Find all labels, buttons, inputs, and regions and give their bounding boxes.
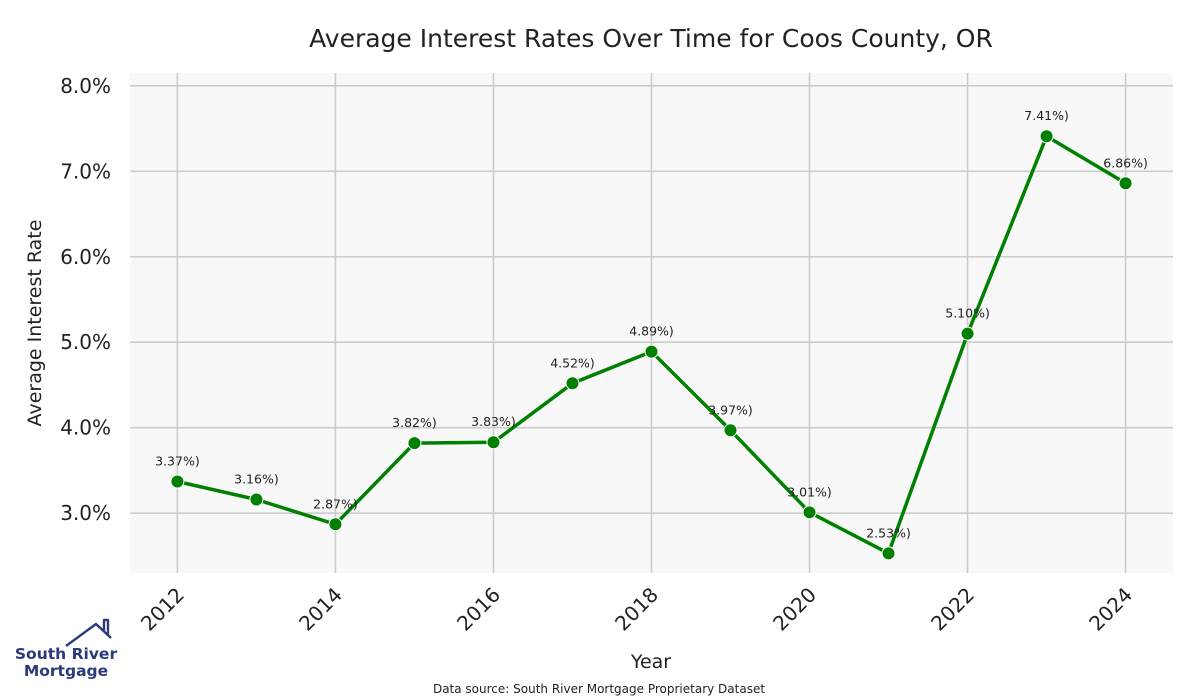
data-label: 3.83%) [471, 414, 516, 429]
data-point [407, 436, 422, 451]
source-note: Data source: South River Mortgage Propri… [433, 682, 765, 696]
x-axis-ticks: 2012 2014 2016 2018 2020 2022 2024 [136, 583, 1137, 636]
y-tick-label: 4.0% [60, 416, 111, 440]
chart-title: Average Interest Rates Over Time for Coo… [309, 24, 993, 53]
data-point [802, 505, 817, 520]
data-label: 4.52%) [550, 355, 595, 370]
data-points [170, 129, 1133, 561]
data-point [644, 344, 659, 359]
data-point [1039, 129, 1054, 144]
x-axis-label: Year [630, 651, 671, 673]
data-point [249, 492, 264, 507]
data-label: 3.82%) [392, 415, 437, 430]
x-tick-label: 2020 [768, 583, 821, 636]
data-labels: 3.37%) 3.16%) 2.87%) 3.82%) 3.83%) 4.52%) 4.89… [155, 108, 1148, 540]
y-tick-label: 5.0% [60, 330, 111, 354]
data-label: 3.16%) [234, 471, 279, 486]
data-label: 2.87%) [313, 496, 358, 511]
data-point [486, 435, 501, 450]
gridlines [130, 73, 1173, 573]
data-label: 2.53%) [866, 525, 911, 540]
x-tick-label: 2014 [294, 583, 347, 636]
y-axis-ticks: 3.0% 4.0% 5.0% 6.0% 7.0% 8.0% [60, 74, 111, 525]
data-point [1118, 176, 1133, 191]
data-point [960, 326, 975, 341]
data-label: 5.10%) [945, 306, 990, 321]
y-tick-label: 7.0% [60, 159, 111, 183]
x-tick-label: 2022 [926, 583, 979, 636]
data-label: 3.01%) [787, 484, 832, 499]
data-point [565, 376, 580, 391]
data-label: 7.41%) [1024, 108, 1069, 123]
data-point [881, 546, 896, 561]
data-label: 4.89%) [629, 324, 674, 339]
y-tick-label: 3.0% [60, 501, 111, 525]
y-tick-label: 8.0% [60, 74, 111, 98]
y-tick-label: 6.0% [60, 245, 111, 269]
logo-line1: South River [15, 645, 118, 663]
y-axis-label: Average Interest Rate [24, 220, 46, 427]
x-tick-label: 2018 [610, 583, 663, 636]
logo-line2: Mortgage [24, 662, 108, 680]
data-label: 3.97%) [708, 402, 753, 417]
x-tick-label: 2016 [452, 583, 505, 636]
logo: South River Mortgage [15, 618, 118, 680]
house-roof-icon [65, 618, 112, 647]
x-tick-label: 2024 [1084, 583, 1137, 636]
data-label: 6.86%) [1103, 155, 1148, 170]
data-point [328, 517, 343, 532]
data-label: 3.37%) [155, 454, 200, 469]
data-point [170, 474, 185, 489]
x-tick-label: 2012 [136, 583, 189, 636]
data-point [723, 423, 738, 438]
